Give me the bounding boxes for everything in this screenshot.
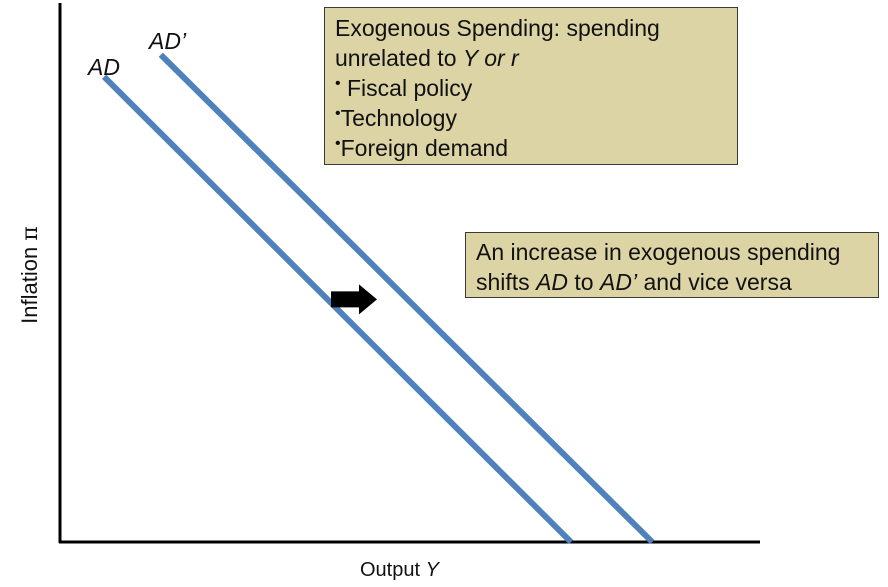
shift-arrow-icon [331,284,377,315]
exogenous-line-1: Exogenous Spending: spending [335,15,660,41]
increase-line-2: shifts AD to AD’ and vice versa [476,267,868,297]
x-axis-label-text: Output [360,559,426,581]
bullet-text: Fiscal policy [340,75,473,101]
increase-line-2-ad: AD [536,269,569,295]
exogenous-line-2-italic: Y or r [462,45,519,71]
bullet-dot: • [335,105,341,122]
increase-spending-box: An increase in exogenous spending shifts… [465,232,879,298]
bullet-dot: • [335,135,341,152]
exogenous-line-2-text: unrelated to [335,45,463,71]
y-axis-label: Inflation π [17,226,43,324]
bullet-technology: •Technology [335,103,727,133]
increase-line-2-post: and vice versa [637,269,792,295]
increase-line-1: An increase in exogenous spending [476,239,841,265]
bullet-text: Technology [340,105,457,131]
exogenous-spending-box: Exogenous Spending: spending unrelated t… [324,7,738,165]
label-ad-prime: AD’ [149,28,187,54]
x-axis-label-var: Y [425,559,439,581]
bullet-foreign-demand: •Foreign demand [335,133,727,163]
arrow-layer [331,284,377,315]
series-layer [101,52,655,545]
series-line-ad-prime [158,52,655,545]
label-ad: AD [88,54,120,80]
increase-line-2-pre: shifts [476,269,537,295]
bullet-dot: • [335,75,341,92]
bullet-text: Foreign demand [340,135,509,161]
y-axis-label-text: Inflation [17,240,42,324]
exogenous-line-2: unrelated to Y or r [335,43,727,73]
series-line-ad [101,74,574,545]
bullet-fiscal-policy: • Fiscal policy [335,73,727,103]
y-axis-label-var: π [18,226,43,241]
increase-line-2-mid: to [568,269,600,295]
x-axis-label: Output Y [360,559,439,582]
increase-line-2-ad-prime: AD’ [600,269,638,295]
